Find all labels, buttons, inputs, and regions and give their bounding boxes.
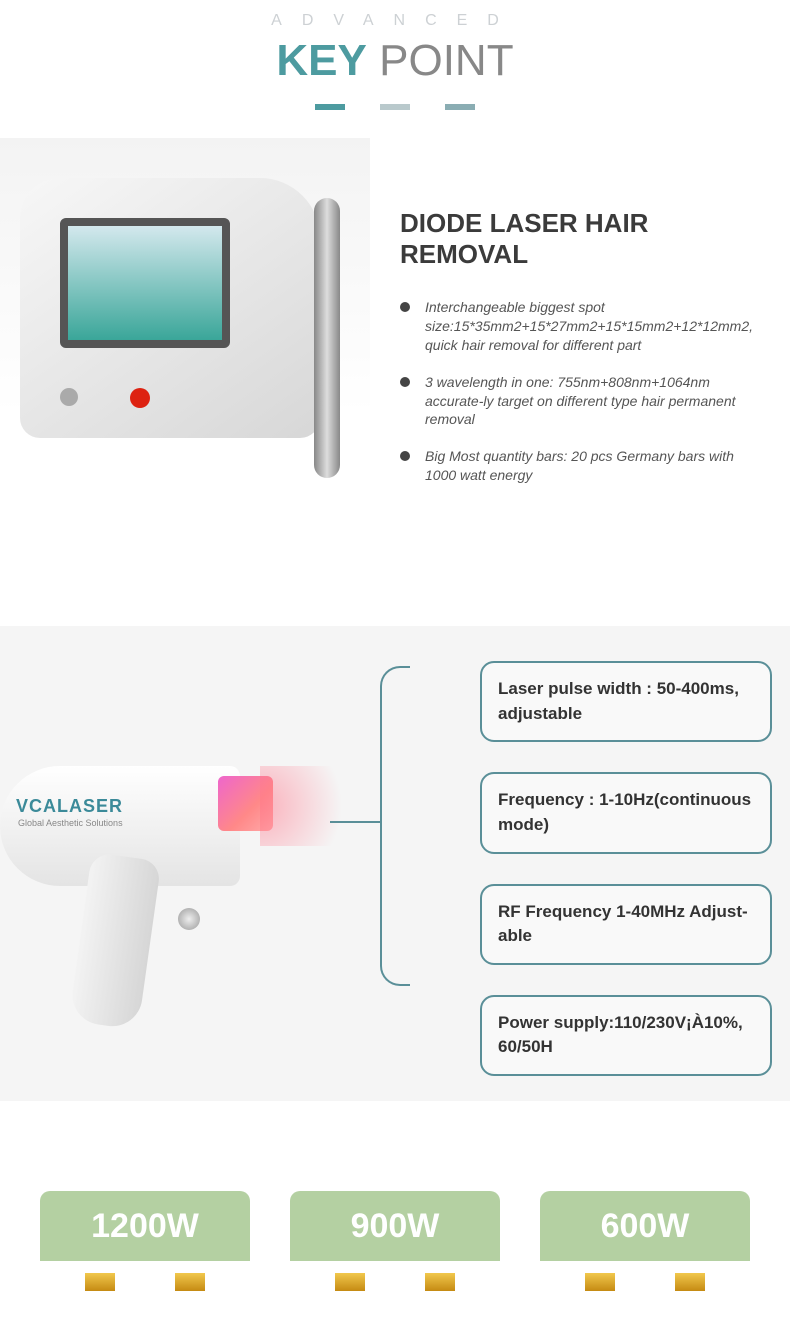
bullet-icon [400,451,410,461]
watt-card: 900W [290,1191,500,1291]
bullet-list: Interchangeable biggest spot size:15*35m… [400,298,753,485]
bullet-icon [400,377,410,387]
bullet-icon [400,302,410,312]
watt-card: 1200W [40,1191,250,1291]
handpiece-illustration: VCALASER Global Aesthetic Solutions [0,736,300,1056]
brand-sub: Global Aesthetic Solutions [18,818,123,828]
feature-row: DIODE LASER HAIR REMOVAL Interchangeable… [0,138,790,598]
stop-button-icon [130,388,150,408]
machine-cord [314,198,340,478]
bullet-item: Interchangeable biggest spot size:15*35m… [400,298,753,355]
spec-list: Laser pulse width : 50-400ms, adjustable… [480,661,772,1076]
header: ADVANCED KEY POINT [0,0,790,128]
watt-card: 600W [540,1191,750,1291]
divider-dash [380,104,410,110]
knob-icon [178,908,200,930]
spec-bracket [380,666,410,986]
spec-card: Frequency : 1-10Hz(continuous mode) [480,772,772,853]
eyebrow-text: ADVANCED [0,12,790,30]
spec-card: RF Frequency 1-40MHz Adjust-able [480,884,772,965]
bullet-text: Interchangeable biggest spot size:15*35m… [425,298,753,355]
product-title: DIODE LASER HAIR REMOVAL [400,208,753,270]
bullet-item: 3 wavelength in one: 755nm+808nm+1064nm … [400,373,753,430]
title-rest: POINT [367,36,514,85]
gold-bars-icon [40,1273,250,1291]
divider-dash [445,104,475,110]
gold-bars-icon [290,1273,500,1291]
watt-value: 1200W [40,1191,250,1261]
feature-text: DIODE LASER HAIR REMOVAL Interchangeable… [400,138,790,598]
specs-row: VCALASER Global Aesthetic Solutions Lase… [0,626,790,1101]
divider [0,104,790,110]
brand-name: VCALASER [16,796,123,817]
gold-bars-icon [540,1273,750,1291]
divider-dash [315,104,345,110]
watt-value: 900W [290,1191,500,1261]
machine-illustration [0,138,370,598]
watt-value: 600W [540,1191,750,1261]
bullet-text: Big Most quantity bars: 20 pcs Germany b… [425,447,753,485]
machine-screen [60,218,230,348]
key-switch-icon [60,388,78,406]
page-title: KEY POINT [0,36,790,86]
bullet-item: Big Most quantity bars: 20 pcs Germany b… [400,447,753,485]
wattage-row: 1200W 900W 600W [0,1191,790,1301]
title-accent: KEY [276,36,366,85]
bracket-connector [330,821,380,823]
spec-card: Power supply:110/230V¡À10%, 60/50H [480,995,772,1076]
laser-glow-icon [260,766,370,846]
bullet-text: 3 wavelength in one: 755nm+808nm+1064nm … [425,373,753,430]
spec-card: Laser pulse width : 50-400ms, adjustable [480,661,772,742]
